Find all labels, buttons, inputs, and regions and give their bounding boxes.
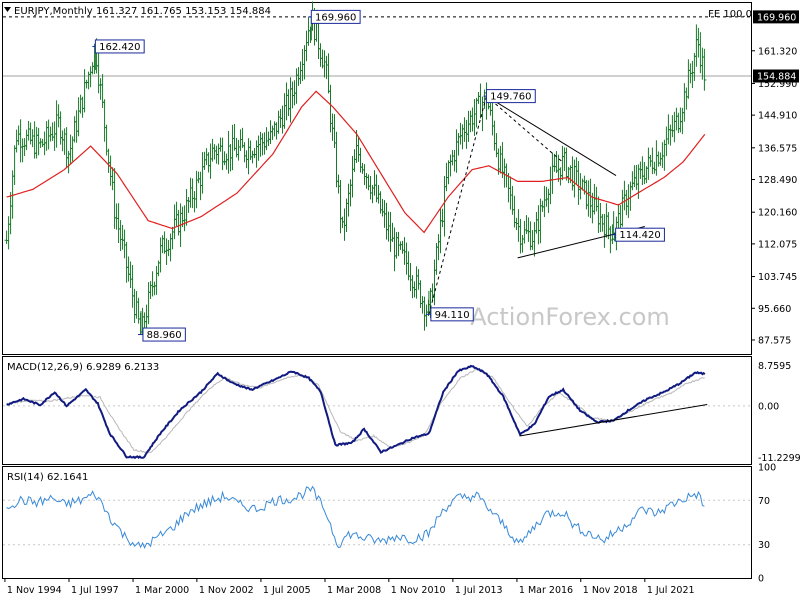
macd-tick-label: -11.2299 [758,453,800,464]
pivot-label: 149.760 [483,89,536,104]
pivot-label-text: 149.760 [490,92,531,103]
rsi-line [6,485,705,549]
date-tick-label: 1 Mar 2016 [519,585,573,596]
rsi-tick-label: 100 [758,463,776,474]
trendline-1 [486,95,617,176]
macd-panel-frame [2,356,752,465]
price-tick-label: 95.660 [758,304,791,315]
date-tick-label: 1 Jul 2005 [263,585,311,596]
macd-main-line [6,364,706,460]
date-tick-label: 1 Jul 1997 [71,585,119,596]
macd-label: MACD(12,26,9) 6.9289 6.2133 [7,362,159,373]
macd-lines [6,364,708,460]
fe-price-tag-bg [753,10,799,24]
pivot-label-box [94,39,145,54]
macd-trendline [519,404,708,437]
date-tick-label: 1 Nov 2002 [199,585,254,596]
watermark: ActionForex.com [470,303,670,331]
macd-tick-label: 8.7595 [758,361,791,372]
price-tick-label: 120.160 [758,208,797,219]
pivot-label-box [615,227,665,242]
rsi-label: RSI(14) 62.1641 [7,472,88,483]
rsi-panel-frame [2,466,752,579]
date-tick-label: 1 Nov 2018 [583,585,638,596]
date-tick-label: 1 Jul 2013 [455,585,503,596]
pivot-label: 88.960 [137,327,186,342]
price-tick-label: 152.990 [758,79,797,90]
moving-average [6,90,706,234]
price-tick-label: 144.910 [758,111,797,122]
current-price-tag-bg [753,69,799,83]
date-tick-label: 1 Mar 2008 [327,585,381,596]
pivot-label-box [310,9,361,24]
pivot-label-box [485,89,536,104]
dropdown-triangle-icon[interactable] [4,7,11,12]
ma-line [6,90,706,234]
pivot-label-text: 114.420 [619,230,660,241]
pivot-label: 114.420 [610,227,665,242]
rsi-path [6,485,705,549]
pivot-label-text: 94.110 [435,310,470,321]
price-bars [4,1,707,335]
current-price-tag-text: 154.884 [757,72,796,83]
price-tick-label: 136.575 [758,143,797,154]
pivot-label-box [430,307,474,322]
price-tick-label: 161.320 [758,46,797,57]
ohlc-values: 161.327 161.765 153.153 154.884 [96,6,271,17]
date-tick-label: 1 Nov 1994 [7,585,62,596]
fib-projection-line-1 [428,95,487,315]
current-price-tag: 154.884 [753,69,799,83]
rsi-tick-label: 30 [758,540,770,551]
fib-projection-line-2 [486,95,564,163]
price-tick-label: 128.490 [758,175,797,186]
rsi-tick-label: 0 [758,574,764,585]
pivot-label-box [142,327,186,342]
pivot-label: 169.960 [308,9,361,24]
fe-price-tag-text: 169.960 [757,12,796,23]
price-tick-label: 87.575 [758,335,791,346]
date-tick-label: 1 Mar 2000 [135,585,189,596]
date-tick-label: 1 Jul 2021 [647,585,695,596]
pivot-label-text: 162.420 [99,42,140,53]
rsi-tick-label: 70 [758,496,770,507]
macd-tick-label: 0.00 [758,401,779,412]
fe-price-tag: 169.960 [753,10,799,24]
pivot-label-text: 169.960 [315,12,356,23]
pivot-label-text: 88.960 [147,330,182,341]
date-tick-label: 1 Nov 2010 [391,585,446,596]
price-tick-label: 112.075 [758,239,797,250]
price-tick-label: 103.745 [758,272,797,283]
pivot-label: 94.110 [425,307,474,322]
price-panel-frame [2,2,752,355]
pivot-label: 162.420 [92,39,145,54]
fe-label: FE 100.0 [708,9,752,20]
symbol-label: EURJPY,Monthly [14,6,93,17]
